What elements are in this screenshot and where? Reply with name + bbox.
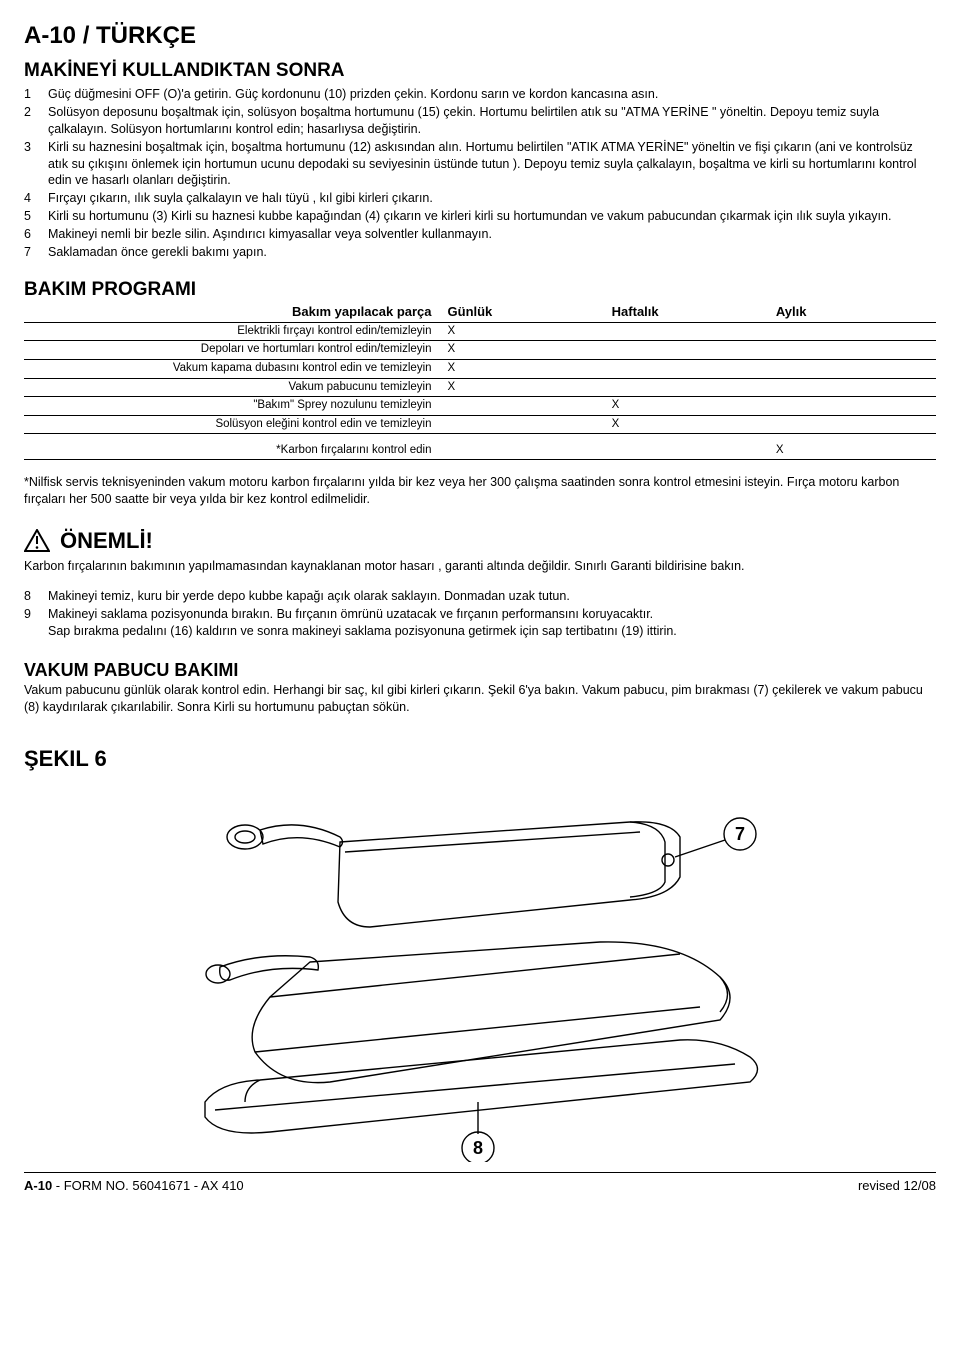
- table-row: Solüsyon eleğini kontrol edin ve temizle…: [24, 415, 936, 434]
- list-item: 8Makineyi temiz, kuru bir yerde depo kub…: [24, 588, 936, 605]
- th-part: Bakım yapılacak parça: [24, 302, 444, 322]
- list-item: 3Kirli su haznesini boşaltmak için, boşa…: [24, 139, 936, 190]
- maintenance-table: Bakım yapılacak parça Günlük Haftalık Ay…: [24, 302, 936, 460]
- vacuum-shoe-title: VAKUM PABUCU BAKIMI: [24, 658, 936, 682]
- carbon-brush-note: *Nilfisk servis teknisyeninden vakum mot…: [24, 474, 936, 508]
- callout-8: 8: [473, 1138, 483, 1158]
- list-item: 9Makineyi saklama pozisyonunda bırakın. …: [24, 606, 936, 640]
- table-row: "Bakım" Sprey nozulunu temizleyinX: [24, 397, 936, 416]
- warning-text: Karbon fırçalarının bakımının yapılmamas…: [24, 558, 936, 575]
- callout-7: 7: [735, 824, 745, 844]
- list-item: 2Solüsyon deposunu boşaltmak için, solüs…: [24, 104, 936, 138]
- table-row: Vakum kapama dubasını kontrol edin ve te…: [24, 360, 936, 379]
- th-monthly: Aylık: [772, 302, 936, 322]
- list-item: 7Saklamadan önce gerekli bakımı yapın.: [24, 244, 936, 261]
- maintenance-title: BAKIM PROGRAMI: [24, 277, 936, 303]
- page-header: A-10 / TÜRKÇE: [24, 20, 936, 52]
- list-item: 6Makineyi nemli bir bezle silin. Aşındır…: [24, 226, 936, 243]
- after-use-list: 1Güç düğmesini OFF (O)'a getirin. Güç ko…: [24, 86, 936, 261]
- list-item: 4Fırçayı çıkarın, ılık suyla çalkalayın …: [24, 190, 936, 207]
- table-row: *Karbon fırçalarını kontrol edinX: [24, 442, 936, 460]
- list-item: 1Güç düğmesini OFF (O)'a getirin. Güç ko…: [24, 86, 936, 103]
- warning-heading: ÖNEMLİ!: [60, 526, 153, 556]
- warning-triangle-icon: [24, 529, 50, 552]
- th-daily: Günlük: [444, 302, 608, 322]
- section-title-after-use: MAKİNEYİ KULLANDIKTAN SONRA: [24, 58, 936, 84]
- footer-right: revised 12/08: [858, 1177, 936, 1195]
- th-weekly: Haftalık: [608, 302, 772, 322]
- table-row: Elektrikli fırçayı kontrol edin/temizley…: [24, 322, 936, 341]
- footer-left: A-10 - FORM NO. 56041671 - AX 410: [24, 1177, 244, 1195]
- table-row: Depoları ve hortumları kontrol edin/temi…: [24, 341, 936, 360]
- vacuum-shoe-text: Vakum pabucunu günlük olarak kontrol edi…: [24, 682, 936, 716]
- warning-block: ÖNEMLİ! Karbon fırçalarının bakımının ya…: [24, 526, 936, 575]
- page-footer: A-10 - FORM NO. 56041671 - AX 410 revise…: [24, 1172, 936, 1195]
- figure-title: ŞEKIL 6: [24, 744, 936, 774]
- list-item: 5Kirli su hortumunu (3) Kirli su haznesi…: [24, 208, 936, 225]
- storage-list: 8Makineyi temiz, kuru bir yerde depo kub…: [24, 588, 936, 640]
- table-row: Vakum pabucunu temizleyinX: [24, 378, 936, 397]
- figure-6-illustration: 7 8: [160, 782, 800, 1162]
